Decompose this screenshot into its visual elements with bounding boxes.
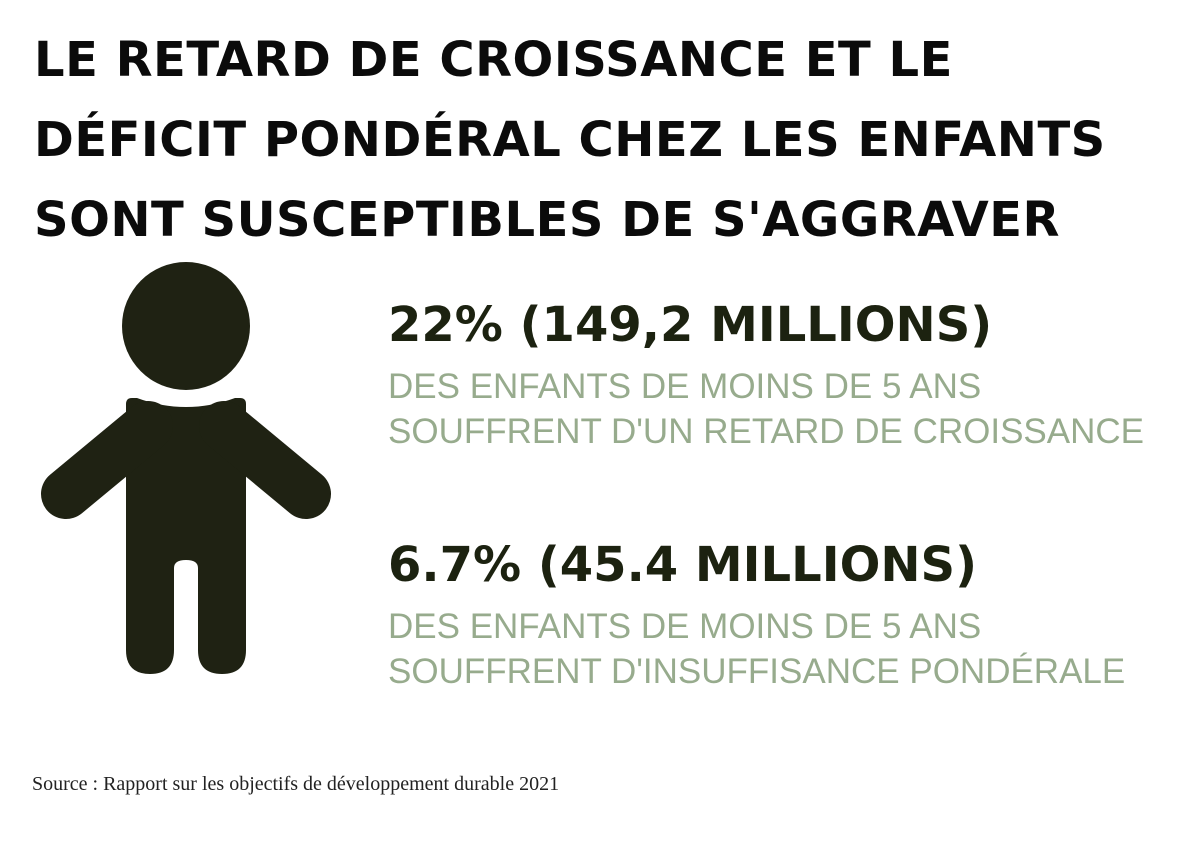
stat-underweight-desc-line-2: SOUFFRENT D'INSUFFISANCE PONDÉRALE [388,652,1126,691]
headline: LE RETARD DE CROISSANCE ET LE DÉFICIT PO… [34,20,1184,260]
headline-line-3: SONT SUSCEPTIBLES DE S'AGGRAVER [34,192,1060,248]
stat-stunting: 22% (149,2 MILLIONS) DES ENFANTS DE MOIN… [388,292,1188,454]
headline-line-1: LE RETARD DE CROISSANCE ET LE [34,32,953,88]
stat-stunting-value: 22% (149,2 MILLIONS) [388,297,993,353]
source-note: Source : Rapport sur les objectifs de dé… [32,773,560,795]
stat-stunting-description: DES ENFANTS DE MOINS DE 5 ANS SOUFFRENT … [388,364,1188,454]
headline-line-2: DÉFICIT PONDÉRAL CHEZ LES ENFANTS [34,112,1106,168]
child-icon [40,258,332,678]
stat-underweight-value: 6.7% (45.4 MILLIONS) [388,537,978,593]
stat-underweight-desc-line-1: DES ENFANTS DE MOINS DE 5 ANS [388,607,982,646]
stat-stunting-desc-line-1: DES ENFANTS DE MOINS DE 5 ANS [388,367,982,406]
stat-underweight-description: DES ENFANTS DE MOINS DE 5 ANS SOUFFRENT … [388,604,1188,694]
stat-stunting-desc-line-2: SOUFFRENT D'UN RETARD DE CROISSANCE [388,412,1145,451]
stat-underweight: 6.7% (45.4 MILLIONS) DES ENFANTS DE MOIN… [388,532,1188,694]
